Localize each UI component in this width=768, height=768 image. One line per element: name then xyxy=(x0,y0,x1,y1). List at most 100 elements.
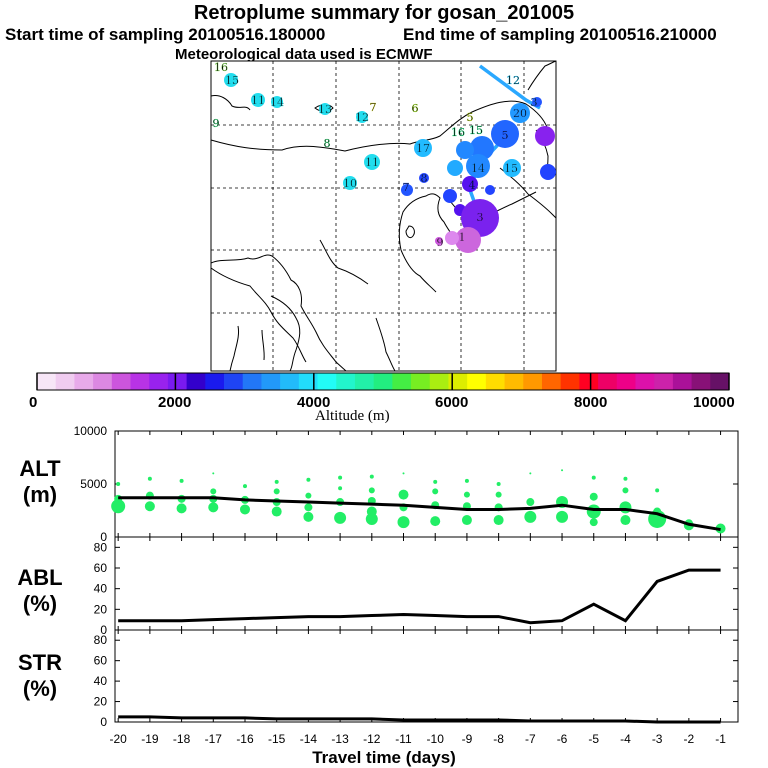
abl-panel-label-line1: ABL xyxy=(17,565,63,590)
alt-scatter-point xyxy=(620,515,631,526)
colorbar-swatch xyxy=(55,373,75,390)
alt-scatter-point xyxy=(493,515,504,526)
x-tick-label: -19 xyxy=(141,732,159,746)
colorbar-swatch xyxy=(224,373,244,390)
particle-circle xyxy=(491,120,519,148)
panel-frame xyxy=(114,629,739,723)
alt-scatter-point xyxy=(144,501,155,512)
colorbar-swatch xyxy=(598,373,618,390)
map-day-label: 5 xyxy=(467,111,474,124)
sampling-start-time: Start time of sampling 20100516.180000 xyxy=(5,25,326,44)
alt-panel-label-line2: (m) xyxy=(22,482,58,507)
alt-scatter-point xyxy=(210,488,217,495)
map-day-label: 17 xyxy=(416,142,430,155)
particle-circle xyxy=(401,184,413,196)
panel-alt: 10000 5000 0 xyxy=(74,424,739,544)
map-day-label: 16 xyxy=(451,126,465,139)
map-day-label: 15 xyxy=(225,74,239,87)
alt-scatter-point xyxy=(271,506,282,517)
altitude-colorbar xyxy=(36,372,730,391)
colorbar-swatch xyxy=(373,373,393,390)
str-panel-label-line1: STR xyxy=(18,650,62,675)
map-day-label: 11 xyxy=(365,156,379,169)
alt-scatter-point xyxy=(526,498,535,507)
colorbar-swatch xyxy=(298,373,318,390)
colorbar-swatch xyxy=(336,373,356,390)
colorbar-tick-10000: 10000 xyxy=(693,394,735,411)
x-tick-label: -5 xyxy=(588,732,599,746)
y-tick-label: 10000 xyxy=(74,424,108,438)
particle-circle xyxy=(447,160,463,176)
colorbar-swatch xyxy=(467,373,487,390)
chart-title: Retroplume summary for gosan_201005 xyxy=(193,2,575,24)
map-day-label: 12 xyxy=(506,74,520,87)
str-line xyxy=(118,715,721,724)
colorbar-swatch xyxy=(149,373,169,390)
particle-circle xyxy=(251,93,265,107)
x-tick-label: -7 xyxy=(525,732,536,746)
y-tick-label: 80 xyxy=(94,540,108,554)
particle-circle xyxy=(466,154,490,178)
colorbar-swatch xyxy=(560,373,580,390)
alt-scatter-point xyxy=(306,477,311,482)
str-panel-label-line2: (%) xyxy=(22,676,58,701)
particle-circle xyxy=(456,141,474,159)
sampling-end-time: End time of sampling 20100516.210000 xyxy=(403,25,717,44)
x-tick-label: -1 xyxy=(715,732,726,746)
particle-circle xyxy=(535,126,555,146)
map-day-label: 13 xyxy=(318,103,332,116)
x-tick-label: -2 xyxy=(684,732,695,746)
y-tick-label: 5000 xyxy=(80,477,107,491)
colorbar-swatch xyxy=(504,373,524,390)
str-panel-label: STR (%) xyxy=(5,650,75,702)
particle-circle xyxy=(419,173,429,183)
alt-scatter-point xyxy=(586,504,601,519)
map-day-label: 15 xyxy=(469,124,483,137)
colorbar-swatch xyxy=(710,373,730,390)
y-tick-label: 0 xyxy=(100,715,107,729)
panel-abl: 80 60 40 20 0 xyxy=(94,536,739,637)
map-particle-circles xyxy=(224,73,556,253)
alt-scatter-point xyxy=(365,512,378,525)
map-day-label: 14 xyxy=(270,96,284,109)
y-tick-label: 60 xyxy=(94,561,108,575)
colorbar-swatch xyxy=(37,373,57,390)
alt-median-line xyxy=(118,496,721,532)
colorbar-tick-2000: 2000 xyxy=(158,394,192,411)
map-day-label: 15 xyxy=(504,162,518,175)
alt-scatter-point xyxy=(464,478,469,483)
met-data-note: Meteorological data used is ECMWF xyxy=(175,46,433,63)
particle-circle xyxy=(343,176,357,190)
x-tick-label: -11 xyxy=(395,732,412,746)
particle-circle xyxy=(435,237,443,245)
y-tick-label: 0 xyxy=(100,623,107,637)
alt-scatter-point xyxy=(208,502,219,513)
alt-scatter-point xyxy=(622,487,629,494)
particle-circle xyxy=(414,139,432,157)
colorbar-swatch xyxy=(93,373,113,390)
colorbar-swatch xyxy=(411,373,431,390)
colorbar-tick-4000: 4000 xyxy=(297,394,331,411)
map-day-label: 7 xyxy=(370,101,377,114)
colorbar-swatch xyxy=(317,373,337,390)
x-tick-label: -20 xyxy=(109,732,127,746)
alt-scatter-point xyxy=(529,472,532,475)
abl-panel-label-line2: (%) xyxy=(22,591,58,616)
alt-scatter-point xyxy=(402,472,405,475)
colorbar-swatch xyxy=(448,373,468,390)
alt-scatter-point xyxy=(111,499,126,514)
alt-scatter-point xyxy=(274,479,279,484)
x-tick-label: -13 xyxy=(331,732,349,746)
particle-circle xyxy=(470,136,494,160)
colorbar-tick-0: 0 xyxy=(29,394,38,411)
colorbar-tick-6000: 6000 xyxy=(435,394,469,411)
alt-scatter-point xyxy=(556,510,569,523)
alt-scatter-point xyxy=(368,487,375,494)
colorbar-swatch xyxy=(261,373,281,390)
particle-circle xyxy=(445,231,459,245)
map-day-label: 5 xyxy=(502,129,509,142)
colorbar-swatch xyxy=(541,373,562,390)
colorbar-swatch xyxy=(635,373,655,390)
colorbar-swatch xyxy=(691,373,711,390)
